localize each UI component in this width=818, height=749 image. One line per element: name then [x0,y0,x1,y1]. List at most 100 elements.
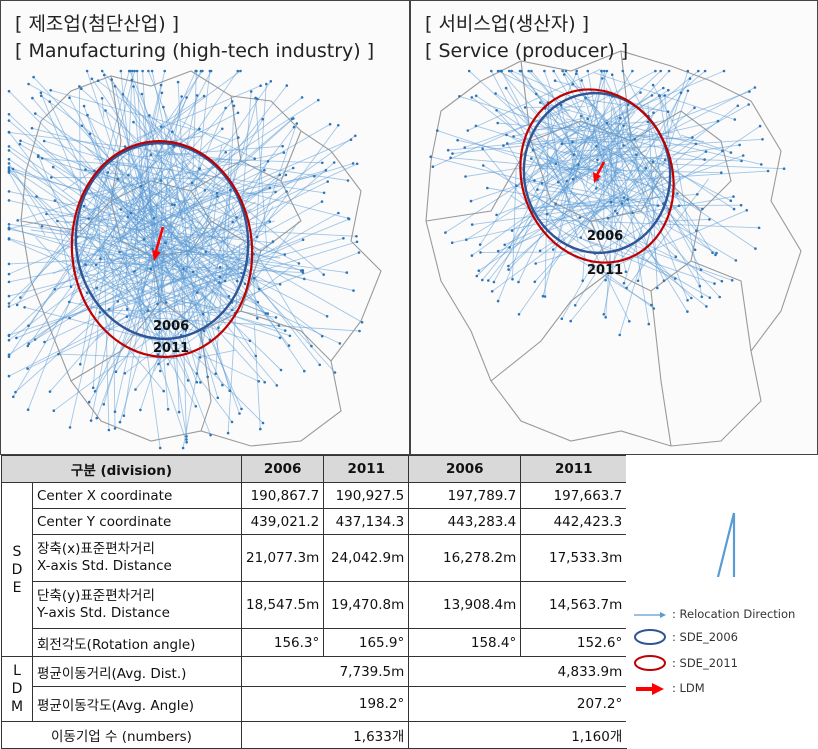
firm-point [732,195,735,198]
firm-point [68,301,71,304]
firm-point [126,216,129,219]
firm-point [735,259,738,262]
firm-point [436,129,439,132]
firm-point [543,70,546,73]
firm-point [718,296,721,299]
table-row: S D E Center X coordinate 190,867.7 190,… [2,483,627,509]
firm-point [637,280,640,283]
firm-point [68,317,71,320]
firm-point [614,210,617,213]
firm-point [546,213,549,216]
firm-point [761,138,764,141]
firm-point [53,409,56,412]
firm-point [561,70,564,73]
firm-point [355,235,358,238]
cell-value: 439,021.2 [242,509,324,535]
firm-point [224,107,227,110]
firm-point [231,309,234,312]
firm-point [508,246,511,249]
cell-value: 14,563.7m [521,582,627,629]
firm-point [151,70,154,73]
firm-point [654,70,657,73]
firm-point [86,291,89,294]
firm-point [298,262,301,265]
firm-point [700,268,703,271]
firm-point [534,281,537,284]
firm-point [350,138,353,141]
firm-point [506,142,509,145]
firm-point [12,396,15,399]
firm-point [334,371,337,374]
group-letter: M [2,698,32,716]
firm-point [261,118,264,121]
firm-point [79,363,82,366]
firm-point [601,77,604,80]
firm-point [237,136,240,139]
firm-point [19,143,22,146]
firm-point [27,345,30,348]
firm-point [91,78,94,81]
firm-point [723,70,726,73]
manufacturing-title-en: [ Manufacturing (high-tech industry) ] [15,38,374,65]
firm-point [708,218,711,221]
firm-point [238,412,241,415]
firm-point [285,174,288,177]
cell-value: 442,423.3 [521,509,627,535]
firm-point [657,204,660,207]
firm-point [361,321,364,324]
firm-point [468,70,471,73]
firm-point [571,140,574,143]
relocation-line [193,71,197,177]
firm-point [108,429,111,432]
firm-point [48,100,51,103]
firm-point [760,163,763,166]
firm-point [301,96,304,99]
firm-point [107,171,110,174]
firm-point [291,118,294,121]
firm-point [302,271,305,274]
firm-point [552,70,555,73]
firm-point [206,376,209,379]
firm-point [476,275,479,278]
firm-point [83,205,86,208]
firm-point [132,85,135,88]
firm-point [653,307,656,310]
ldm-arrow-icon [630,681,670,697]
firm-point [524,106,527,109]
firm-point [45,213,48,216]
firm-point [505,87,508,90]
firm-point [600,70,603,73]
table-row: 회전각도(Rotation angle) 156.3° 165.9° 158.4… [2,629,627,657]
firm-point [218,281,221,284]
table-row: 장축(x)표준편차거리 X-axis Std. Distance 21,077.… [2,535,627,582]
firm-point [497,250,500,253]
firm-point [497,70,500,73]
row-label-ko: 단축(y)표준편차거리 [37,588,237,605]
firm-point [622,124,625,127]
firm-point [262,422,265,425]
firm-point [14,391,17,394]
firm-point [233,105,236,108]
firm-point [517,281,520,284]
firm-point [120,70,123,73]
firm-point [616,212,619,215]
row-label: 평균이동각도(Avg. Angle) [33,687,242,722]
firm-point [236,280,239,283]
firm-point [192,271,195,274]
firm-point [471,96,474,99]
firm-point [479,251,482,254]
firm-point [198,128,201,131]
firm-point [34,338,37,341]
firm-point [227,432,230,435]
firm-point [502,144,505,147]
sde-group-label: S D E [2,483,33,657]
firm-point [92,387,95,390]
firm-point [8,353,11,356]
firm-point [199,356,202,359]
firm-point [93,170,96,173]
firm-point [482,164,485,167]
firm-point [694,249,697,252]
legend-ldm-label: : LDM [672,681,705,695]
firm-point [108,308,111,311]
firm-point [134,388,137,391]
